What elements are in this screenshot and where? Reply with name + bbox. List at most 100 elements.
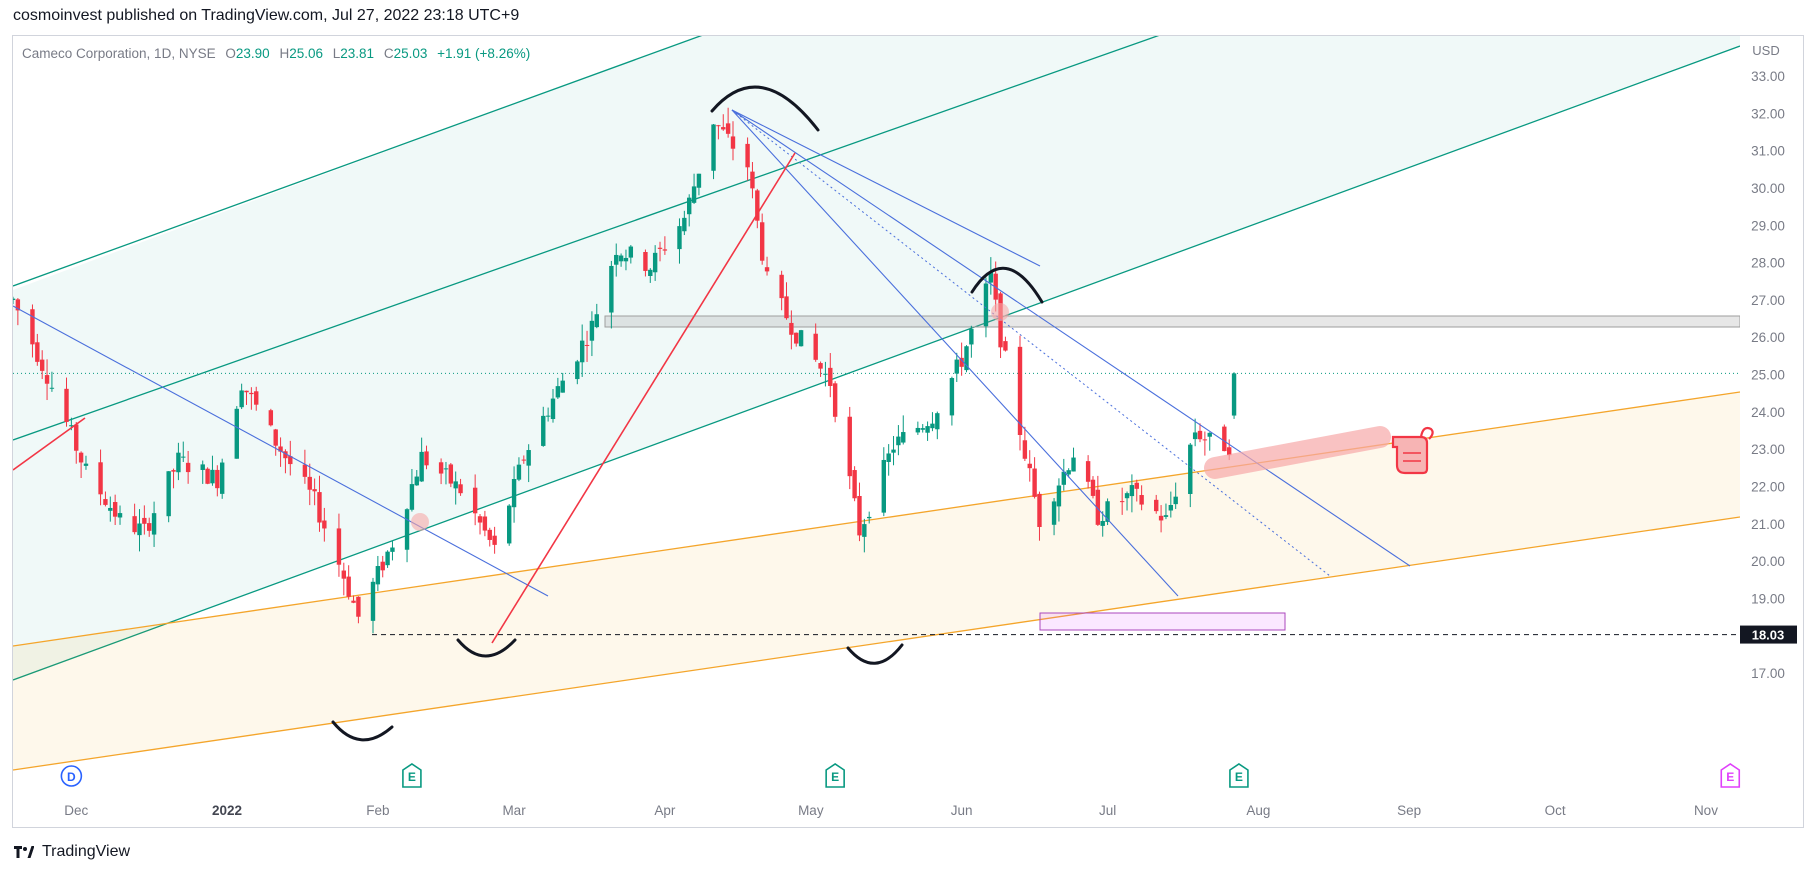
time-axis[interactable]: Dec 2022 Feb Mar Apr May Jun Jul Aug Sep Oct Nov <box>64 803 1718 818</box>
price-tick-label: 29.00 <box>1751 218 1785 233</box>
footer-brand: TradingView <box>42 843 131 860</box>
legend-close-value: 25.03 <box>394 46 428 61</box>
candle <box>657 241 663 262</box>
candle <box>424 445 429 470</box>
candle <box>988 257 994 295</box>
candle <box>652 245 658 281</box>
time-tick-label: 2022 <box>212 803 242 818</box>
time-tick-label: May <box>798 803 824 818</box>
candle <box>1056 478 1062 522</box>
candle <box>949 376 955 426</box>
candle <box>13 296 16 305</box>
candle <box>789 310 794 350</box>
price-tick-label: 22.00 <box>1751 479 1785 494</box>
candle <box>687 194 692 227</box>
price-tick-label: 31.00 <box>1751 144 1785 159</box>
footer[interactable]: TradingView <box>14 839 130 865</box>
legend-open-value: 23.90 <box>236 46 270 61</box>
candle <box>166 471 171 523</box>
candle <box>755 188 760 229</box>
hand-drawn-arc <box>846 643 904 665</box>
candle <box>1188 442 1193 508</box>
candle <box>930 412 935 432</box>
candle <box>847 406 852 490</box>
candle <box>682 210 687 236</box>
candle <box>1207 432 1212 451</box>
candle <box>511 466 517 523</box>
candle <box>1139 485 1144 511</box>
legend-high-label: H <box>279 46 289 61</box>
candle <box>458 478 463 496</box>
orange-channel-fill <box>13 392 1740 770</box>
candle <box>1222 424 1227 452</box>
candle <box>317 475 322 532</box>
green-channel-fill <box>13 36 1740 680</box>
candle <box>30 304 35 358</box>
candle <box>721 114 726 131</box>
candle <box>959 342 964 376</box>
legend-low-value: 23.81 <box>340 46 374 61</box>
pointing-hand-icon <box>1391 426 1434 475</box>
candle <box>1066 468 1071 478</box>
candle <box>521 455 527 464</box>
support-zone <box>1039 612 1286 631</box>
highlight-dot <box>991 303 1009 321</box>
legend-open-label: O <box>225 46 236 61</box>
price-tick-label: 33.00 <box>1751 69 1785 84</box>
candle <box>711 123 716 180</box>
candle <box>1003 336 1008 352</box>
candle <box>98 449 103 506</box>
candles-layer <box>13 107 1237 634</box>
overlay-layer <box>13 85 1740 742</box>
price-tick-label: 24.00 <box>1751 405 1785 420</box>
price-tick-label: 30.00 <box>1751 181 1785 196</box>
candle <box>210 455 215 486</box>
candle <box>1158 505 1164 533</box>
candle <box>716 124 721 140</box>
candle <box>1124 491 1130 511</box>
candle <box>1202 431 1208 456</box>
candle <box>886 444 891 476</box>
candle <box>268 408 274 427</box>
price-tick-label: 32.00 <box>1751 106 1785 121</box>
candle <box>550 389 556 423</box>
price-tick-label: 21.00 <box>1751 517 1785 532</box>
price-axis[interactable]: 18.03 USD 17.00 19.00 20.00 21.00 22.00 23.00 24… <box>1740 43 1797 681</box>
candle <box>614 243 619 277</box>
candle <box>643 249 648 277</box>
candle <box>925 421 930 441</box>
candle <box>1168 491 1174 518</box>
candle <box>234 406 239 459</box>
candle <box>896 425 901 456</box>
candle <box>1173 482 1178 510</box>
candle <box>662 236 668 255</box>
candle <box>419 437 424 482</box>
candle <box>1032 457 1037 499</box>
blue-trendline <box>13 305 549 597</box>
candle <box>954 352 959 382</box>
event-marker[interactable]: E <box>402 763 422 788</box>
candle <box>832 381 838 423</box>
candle <box>390 540 395 561</box>
low-price-label: 18.03 <box>1740 625 1797 644</box>
candle <box>1197 423 1203 443</box>
candle <box>380 555 385 578</box>
svg-text:D: D <box>67 770 76 784</box>
candle <box>244 390 249 405</box>
candle <box>881 447 886 517</box>
green-channel-lower-line <box>13 45 1740 681</box>
event-marker[interactable]: D <box>60 765 83 787</box>
candle <box>83 455 89 470</box>
candle <box>555 377 561 400</box>
time-tick-label: Nov <box>1694 803 1718 818</box>
candle <box>891 435 896 466</box>
orange-channel-upper-line <box>13 391 1740 647</box>
event-marker[interactable]: E <box>1720 763 1741 788</box>
event-marker[interactable]: E <box>1229 763 1249 788</box>
event-marker[interactable]: E <box>825 763 845 788</box>
blue-dotted-trendline <box>731 109 1331 577</box>
candle <box>862 518 867 553</box>
candle <box>477 514 483 535</box>
candle <box>249 387 254 410</box>
